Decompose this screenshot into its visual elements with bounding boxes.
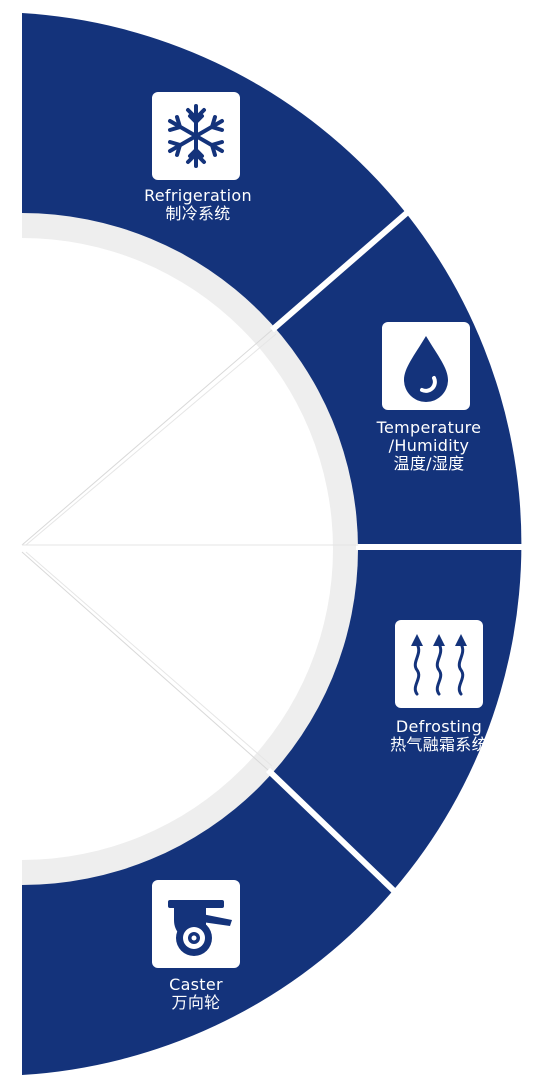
refrigeration-label-en: Refrigeration	[144, 186, 252, 205]
refrigeration-label: Refrigeration 制冷系统	[98, 187, 298, 223]
caster-wheel-icon	[168, 900, 232, 956]
wheel-inner-disc	[22, 238, 333, 860]
defrosting-label-zh: 热气融霜系统	[390, 735, 488, 754]
separator-bottom	[265, 767, 419, 915]
water-drop-icon	[404, 336, 448, 402]
caster-icon-box	[152, 880, 240, 968]
separator-top	[270, 188, 434, 333]
caster-label-en: Caster	[169, 975, 223, 994]
defrosting-label-en: Defrosting	[395, 717, 483, 736]
temperature-humidity-icon-box	[382, 322, 470, 410]
humidity-label-en: /Humidity	[388, 436, 470, 455]
temperature-humidity-label: Temperature /Humidity 温度/湿度	[329, 419, 529, 473]
guide-line-bottom-2	[25, 551, 273, 767]
defrosting-icon-box	[395, 620, 483, 708]
refrigeration-icon-box	[152, 92, 240, 180]
guide-line-top	[21, 329, 273, 546]
caster-label-zh: 万向轮	[171, 993, 221, 1012]
caster-label: Caster 万向轮	[96, 976, 296, 1012]
guide-line-bottom	[21, 551, 269, 771]
refrigeration-label-zh: 制冷系统	[165, 204, 231, 223]
temperature-label-en: Temperature	[376, 418, 482, 437]
temperature-humidity-label-zh: 温度/湿度	[393, 454, 465, 473]
defrosting-label: Defrosting 热气融霜系统	[339, 718, 537, 754]
snowflake-icon	[168, 104, 224, 168]
guide-line-top-2	[25, 333, 277, 546]
heat-waves-icon	[411, 634, 467, 696]
